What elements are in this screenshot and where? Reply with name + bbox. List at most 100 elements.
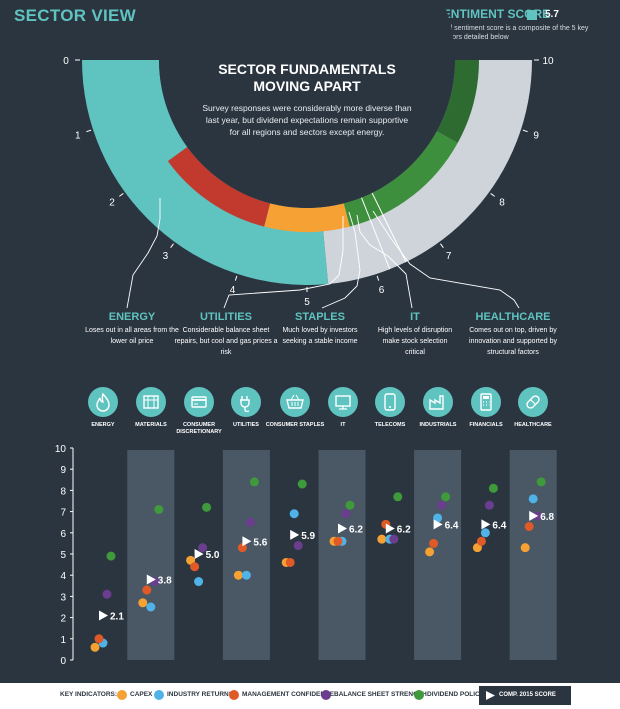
point-management-confidence <box>333 536 343 546</box>
comp-score-label: 6.2 <box>349 525 363 536</box>
scale-tick <box>234 275 238 281</box>
comp-scores: 2.1 3.8 5.0 5.6 5.9 6.2 6.2 6.4 6.4 6.8 <box>99 510 555 622</box>
global-sentiment-note: Global sentiment score is a composite of… <box>432 25 589 41</box>
legend-swatch-balance-sheet-strength <box>321 690 331 700</box>
scale-label: 0 <box>63 56 69 67</box>
sector-heading-staples: STAPLES <box>295 311 345 323</box>
point-dividend-policy <box>393 492 403 502</box>
global-sentiment-swatch <box>527 10 537 20</box>
comp-score-marker <box>194 549 204 559</box>
scale-tick <box>440 243 444 248</box>
legend-item-balance-sheet-strength: BALANCE SHEET STRENGTH <box>334 691 427 698</box>
point-dividend-policy <box>488 483 498 493</box>
point-capex <box>233 570 243 580</box>
gauge-pointer-1 <box>223 216 344 309</box>
icon-label-consumer-discretionary: CONSUMER DISCRETIONARY <box>176 422 222 435</box>
gauge-heading-line1: SECTOR FUNDAMENTALS <box>218 61 396 77</box>
point-dividend-policy <box>249 477 259 487</box>
point-balance-sheet-strength <box>198 543 208 553</box>
legend-item-industry-returns: INDUSTRY RETURNS <box>167 691 234 698</box>
comp-score-label: 5.6 <box>253 537 267 548</box>
point-balance-sheet-strength <box>437 500 447 510</box>
point-industry-returns <box>480 528 490 538</box>
scale-tick <box>522 129 528 133</box>
y-tick-label: 3 <box>60 592 66 603</box>
scale-label: 4 <box>230 285 236 296</box>
gauge-pointer-4 <box>372 210 520 309</box>
legend-item-capex: CAPEX <box>130 691 153 698</box>
category-band <box>318 450 366 660</box>
factory-icon <box>423 387 453 417</box>
y-tick-label: 10 <box>55 444 67 455</box>
flame-icon <box>88 387 118 417</box>
icon-label-financials: FINANCIALS <box>469 422 503 428</box>
point-industry-returns <box>289 509 299 519</box>
sector-heading-utilities: UTILITIES <box>200 311 252 323</box>
comp-score-label: 6.2 <box>397 525 411 536</box>
legend-swatch-management-confidence <box>229 690 239 700</box>
y-tick-label: 8 <box>60 486 66 497</box>
icon-label-utilities: UTILITIES <box>233 422 259 428</box>
sector-desc-energy: Loses out in all areas from the lower oi… <box>85 327 179 345</box>
gauge-scale: 0 1 2 3 4 5 6 7 8 9 10 <box>63 56 554 308</box>
point-management-confidence <box>429 538 439 548</box>
gauge-body-line2: last year, but dividend expectations rem… <box>206 115 409 125</box>
page-title: SECTOR VIEW <box>14 6 137 25</box>
scale-label: 3 <box>163 251 169 262</box>
comp-score-marker <box>481 519 491 530</box>
gauge-orange-band <box>264 203 350 233</box>
point-balance-sheet-strength <box>389 534 399 544</box>
scale-tick <box>376 275 380 281</box>
point-industry-returns <box>241 570 251 580</box>
crate-icon <box>136 387 166 417</box>
sector-heading-it: IT <box>410 311 420 323</box>
y-axis: 0 1 2 3 4 5 6 7 8 9 10 <box>55 444 74 667</box>
point-management-confidence <box>524 521 534 531</box>
icon-label-energy: ENERGY <box>91 422 115 428</box>
point-balance-sheet-strength <box>102 589 112 599</box>
icon-label-healthcare: HEALTHCARE <box>514 422 552 428</box>
gauge-body-line3: for all regions and sectors except energ… <box>230 127 385 137</box>
category-band <box>127 450 175 660</box>
y-tick-label: 5 <box>60 550 66 561</box>
gauge-pointer-2 <box>321 211 361 309</box>
scale-tick <box>490 193 495 197</box>
sector-desc-it: High levels of disruption make stock sel… <box>377 327 453 356</box>
point-dividend-policy <box>154 504 164 514</box>
gauge-body-line1: Survey responses were considerably more … <box>202 103 412 113</box>
point-dividend-policy <box>345 500 355 510</box>
pill-icon <box>518 387 548 417</box>
legend-item-management-confidence: MANAGEMENT CONFIDENCE <box>242 691 335 698</box>
comp-score-label: 6.4 <box>492 520 506 531</box>
legend-swatch-industry-returns <box>154 690 164 700</box>
y-tick-label: 0 <box>60 656 66 667</box>
point-balance-sheet-strength <box>245 517 255 527</box>
calculator-icon <box>471 387 501 417</box>
comp-score-label: 5.9 <box>301 531 315 542</box>
monitor-icon <box>328 387 358 417</box>
gauge-arcs <box>82 0 532 285</box>
scale-tick <box>86 129 92 133</box>
global-sentiment-value: 5.7 <box>545 9 559 20</box>
y-tick-label: 2 <box>60 614 66 625</box>
point-management-confidence <box>285 557 295 567</box>
gauge-center <box>159 0 455 208</box>
gauge-heading-line2: MOVING APART <box>253 78 361 94</box>
y-tick-label: 1 <box>60 635 66 646</box>
comp-score-label: 6.4 <box>445 520 459 531</box>
sector-desc-staples: Much loved by investors seeking a stable… <box>282 327 358 345</box>
gauge-pointer-0 <box>126 198 161 309</box>
comp-score-marker <box>146 574 156 585</box>
comp-score-label: 3.8 <box>158 575 172 586</box>
scale-label: 8 <box>499 198 505 209</box>
y-tick-label: 6 <box>60 529 66 540</box>
comp-score-label: 6.8 <box>540 512 554 523</box>
icon-label-industrials: INDUSTRIALS <box>419 422 457 428</box>
point-dividend-policy <box>297 479 307 489</box>
legend-swatch-capex <box>117 690 127 700</box>
point-capex <box>377 534 387 544</box>
comp-score-marker <box>338 523 347 534</box>
legend-comp-label: COMP. 2015 SCORE <box>499 692 556 698</box>
gauge-separator-0 <box>361 197 391 270</box>
scale-label: 6 <box>379 285 385 296</box>
